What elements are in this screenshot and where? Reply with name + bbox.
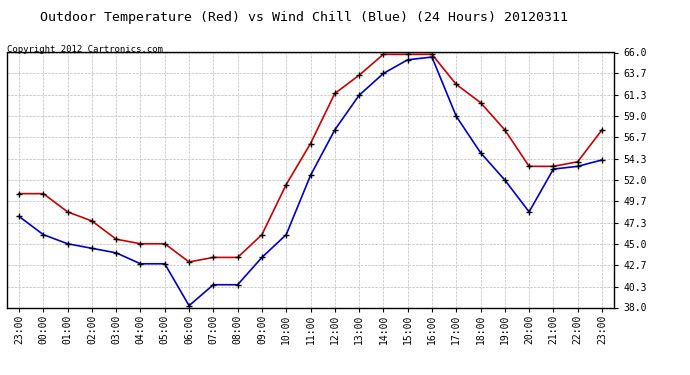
Text: Outdoor Temperature (Red) vs Wind Chill (Blue) (24 Hours) 20120311: Outdoor Temperature (Red) vs Wind Chill … bbox=[39, 11, 568, 24]
Text: Copyright 2012 Cartronics.com: Copyright 2012 Cartronics.com bbox=[7, 45, 163, 54]
